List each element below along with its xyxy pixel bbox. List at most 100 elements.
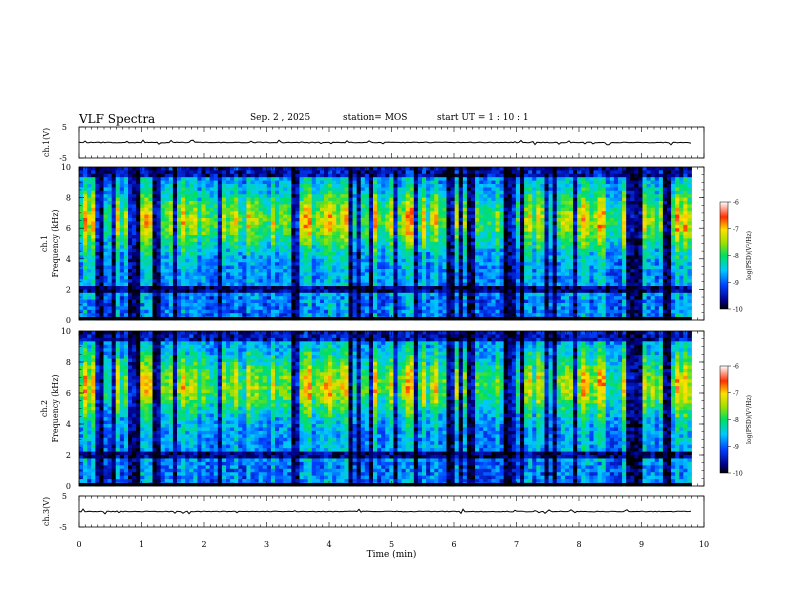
spectrogram-cell	[258, 235, 264, 239]
spectrogram-cell	[479, 228, 484, 232]
spectrogram-cell	[393, 296, 398, 300]
spectrogram-cell	[373, 265, 378, 270]
spectrogram-cell	[279, 211, 284, 215]
spectrogram-cell	[462, 252, 468, 256]
spectrogram-cell	[475, 184, 480, 188]
spectrogram-cell	[466, 238, 472, 243]
spectrogram-cell	[177, 292, 182, 297]
spectrogram-cell	[91, 235, 96, 239]
spectrogram-cell	[197, 241, 202, 246]
spectrogram-cell	[213, 303, 219, 307]
spectrogram-cell	[381, 309, 386, 314]
spectrogram-cell	[295, 275, 300, 280]
spectrogram-cell	[483, 184, 488, 188]
spectrogram-cell	[140, 313, 145, 317]
spectrogram-cell	[393, 170, 398, 175]
spectrogram-cell	[287, 306, 292, 311]
spectrogram-cell	[185, 296, 190, 300]
spectrogram-cell	[422, 265, 427, 270]
spectrogram-cell	[258, 248, 264, 253]
spectrogram-cell	[483, 187, 488, 192]
spectrogram-cell	[185, 184, 190, 188]
spectrogram-cell	[446, 252, 451, 256]
spectrogram-cell	[471, 245, 476, 249]
spectrogram-cell	[213, 211, 219, 215]
spectrogram-cell	[291, 180, 296, 185]
spectrogram-cell	[299, 269, 304, 273]
spectrogram-cell	[417, 170, 423, 175]
spectrogram-cell	[189, 289, 194, 294]
spectrogram-cell	[340, 173, 345, 178]
spectrogram-cell	[262, 204, 268, 209]
spectrogram-cell	[487, 228, 492, 232]
spectrogram-cell	[201, 207, 206, 212]
spectrogram-cell	[283, 238, 288, 243]
spectrogram-cell	[458, 296, 464, 300]
spectrogram-cell	[438, 177, 443, 181]
spectrogram-cell	[172, 228, 178, 232]
spectrogram-cell	[303, 275, 309, 280]
spectrogram-cell	[389, 286, 394, 290]
spectrogram-cell	[266, 187, 272, 192]
spectrogram-cell	[348, 289, 353, 294]
spectrogram-cell	[250, 231, 255, 236]
spectrogram-cell	[209, 211, 215, 215]
spectrogram-cell	[270, 238, 276, 243]
spectrogram-cell	[205, 224, 211, 229]
spectrogram-cell	[356, 286, 362, 290]
spectrogram-cell	[462, 303, 468, 307]
spectrogram-cell	[430, 218, 435, 222]
spectrogram-cell	[128, 218, 133, 222]
spectrogram-cell	[426, 265, 431, 270]
spectrogram-cell	[397, 252, 402, 256]
spectrogram-cell	[115, 299, 121, 304]
spectrogram-cell	[242, 187, 247, 192]
spectrogram-cell	[230, 207, 235, 212]
spectrogram-cell	[213, 190, 219, 195]
spectrogram-cell	[123, 167, 129, 171]
spectrogram-cell	[446, 177, 451, 181]
spectrogram-cell	[168, 241, 174, 246]
spectrogram-cell	[103, 218, 108, 222]
spectrogram-cell	[352, 201, 358, 205]
spectrogram-cell	[185, 170, 190, 175]
spectrogram-cell	[409, 180, 415, 185]
spectrogram-cell	[262, 207, 268, 212]
spectrogram-cell	[491, 177, 496, 181]
spectrogram-cell	[181, 313, 186, 317]
spectrogram-cell	[438, 309, 443, 314]
spectrogram-cell	[328, 207, 333, 212]
spectrogram-cell	[446, 248, 451, 253]
spectrogram-cell	[103, 180, 108, 185]
spectrogram-cell	[250, 173, 255, 178]
spectrogram-cell	[197, 228, 202, 232]
spectrogram-cell	[479, 306, 484, 311]
spectrogram-cell	[152, 296, 157, 300]
spectrogram-cell	[246, 306, 251, 311]
spectrogram-cell	[262, 187, 268, 192]
spectrogram-cell	[185, 180, 190, 185]
spectrogram-cell	[495, 194, 500, 198]
spectrogram-cell	[446, 238, 451, 243]
spectrogram-cell	[356, 177, 362, 181]
spectrogram-cell	[279, 190, 284, 195]
spectrogram-cell	[185, 252, 190, 256]
spectrogram-cell	[189, 194, 194, 198]
spectrogram-cell	[479, 258, 484, 263]
spectrogram-cell	[140, 265, 145, 270]
spectrogram-cell	[266, 180, 272, 185]
spectrogram-cell	[83, 262, 88, 266]
spectrogram-cell	[164, 204, 170, 209]
spectrogram-cell	[475, 269, 480, 273]
spectrogram-cell	[389, 265, 394, 270]
spectrogram-cell	[132, 313, 137, 317]
spectrogram-cell	[385, 299, 390, 304]
spectrogram-cell	[91, 187, 96, 192]
spectrogram-cell	[458, 265, 464, 270]
spectrogram-cell	[164, 238, 170, 243]
spectrogram-cell	[119, 194, 125, 198]
spectrogram-cell	[209, 275, 215, 280]
spectrogram-cell	[303, 296, 309, 300]
spectrogram-cell	[205, 167, 211, 171]
spectrogram-cell	[242, 299, 247, 304]
